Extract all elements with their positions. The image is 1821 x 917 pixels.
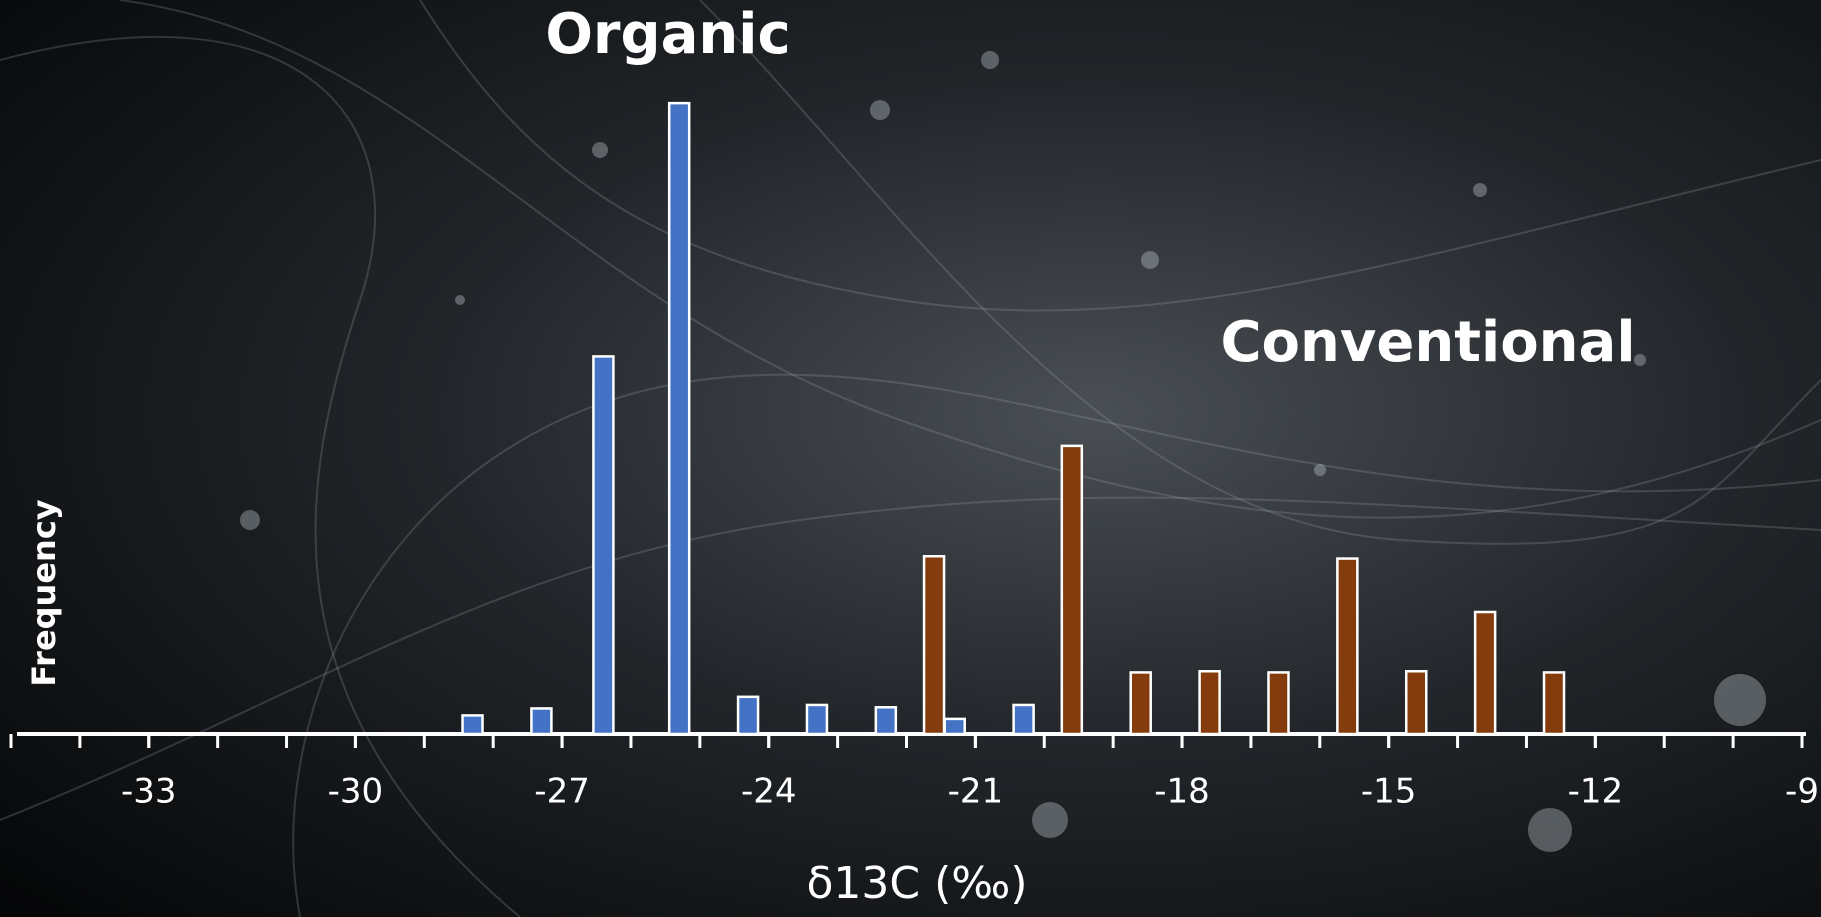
chart: Frequency δ13C (‰) -33 -30 -27 -24 -21 -18 -15… <box>0 0 1821 917</box>
bar <box>1475 612 1495 734</box>
series-label: Organic <box>545 2 790 67</box>
background <box>0 0 1821 917</box>
bar <box>738 697 758 734</box>
bar <box>1131 672 1151 734</box>
bar <box>593 356 613 734</box>
bar <box>531 708 551 734</box>
bar <box>669 103 689 734</box>
x-tick-label: -27 <box>534 772 590 812</box>
x-tick-label: -30 <box>328 772 384 812</box>
bar <box>1014 705 1034 734</box>
x-axis-label: δ13C (‰) <box>807 858 1028 909</box>
x-tick-label: -24 <box>741 772 797 812</box>
bar <box>1062 446 1082 734</box>
x-tick-label: -9 <box>1785 772 1819 812</box>
bar <box>876 707 896 734</box>
bar <box>945 719 965 734</box>
bar <box>463 715 483 734</box>
bar <box>1406 671 1426 734</box>
x-tick-label: -18 <box>1154 772 1210 812</box>
bar <box>1544 672 1564 734</box>
x-tick-label: -15 <box>1361 772 1417 812</box>
series-label: Conventional <box>1220 310 1635 375</box>
bar <box>1200 671 1220 734</box>
x-tick-label: -12 <box>1568 772 1624 812</box>
bar <box>807 705 827 734</box>
page: {"chart_data": {"type": "bar", "xlabel":… <box>0 0 1821 917</box>
bar <box>1337 559 1357 734</box>
y-axis-label: Frequency <box>25 499 63 686</box>
bar <box>924 556 944 734</box>
x-tick-label: -33 <box>121 772 177 812</box>
x-tick-label: -21 <box>948 772 1004 812</box>
bar <box>1268 672 1288 734</box>
